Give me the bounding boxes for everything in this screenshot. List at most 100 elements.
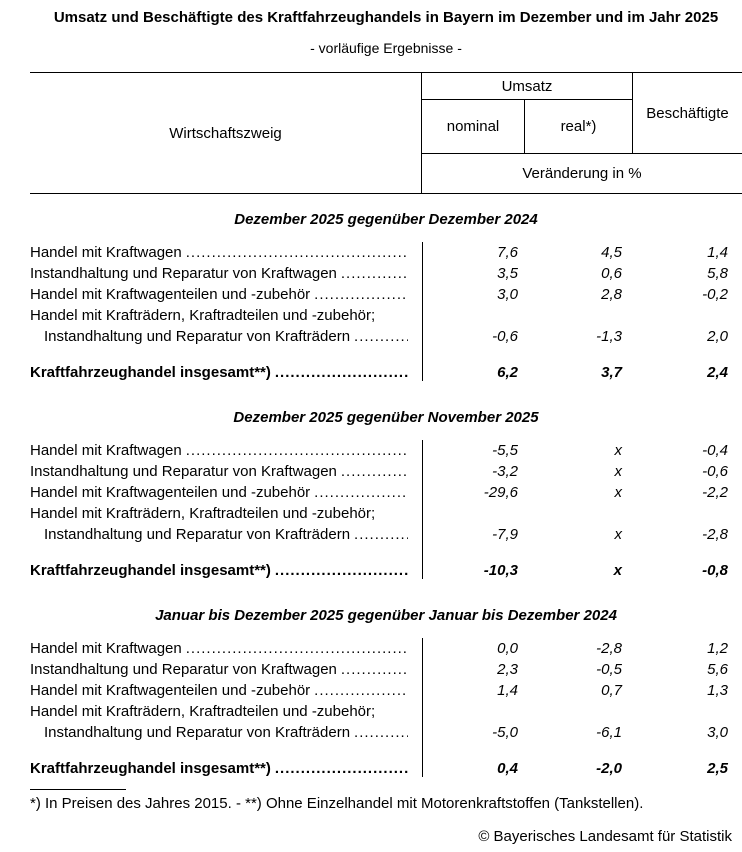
header-top-row: Umsatz nominal real*) Beschäftigte — [422, 73, 742, 153]
row-label-cell: Handel mit Kraftwagenteilen und -zubehör — [30, 482, 422, 503]
value-employees: 3,0 — [707, 724, 728, 741]
table-row: Handel mit Kraftwagen -5,5 x -0,4 — [30, 440, 742, 461]
row-label-cell: Instandhaltung und Reparatur von Kraftwa… — [30, 659, 422, 680]
value-nominal: 3,5 — [497, 265, 518, 282]
row-label: Instandhaltung und Reparatur von Krafträ… — [44, 328, 351, 345]
value-real: 0,6 — [601, 265, 622, 282]
page-subtitle: - vorläufige Ergebnisse - — [310, 40, 462, 56]
value-employees: 1,2 — [707, 640, 728, 657]
header-umsatz-group: Umsatz — [422, 73, 632, 100]
row-label-cell: Handel mit Kraftwagen — [30, 242, 422, 263]
table-total-row: Kraftfahrzeughandel insgesamt**) -10,3 x… — [30, 560, 742, 581]
table-row: Instandhaltung und Reparatur von Kraftwa… — [30, 263, 742, 284]
header-umsatz-block: Umsatz nominal real*) — [422, 73, 633, 153]
value-real: x — [614, 484, 623, 501]
table-row: Instandhaltung und Reparatur von Kraftwa… — [30, 461, 742, 482]
value-nominal: 7,6 — [497, 244, 518, 261]
value-employees: 1,3 — [707, 682, 728, 699]
row-label-cell: Instandhaltung und Reparatur von Krafträ… — [30, 524, 422, 545]
value-real: 3,7 — [601, 364, 622, 381]
value-real: 2,8 — [601, 286, 622, 303]
row-label: Instandhaltung und Reparatur von Krafträ… — [44, 526, 351, 543]
dot-leader — [186, 440, 408, 461]
value-real: x — [614, 442, 623, 459]
header-right: Umsatz nominal real*) Beschäftigte Verän… — [422, 73, 742, 193]
dot-leader — [354, 524, 408, 545]
value-nominal: 6,2 — [497, 364, 518, 381]
row-label-cell: Handel mit Kraftwagenteilen und -zubehör — [30, 680, 422, 701]
header-col-employees: Beschäftigte — [646, 104, 729, 122]
dot-leader — [275, 362, 408, 383]
table-header: Wirtschaftszweig Umsatz nominal real*) B… — [30, 72, 742, 194]
table-row: Handel mit Kraftwagenteilen und -zubehör… — [30, 680, 742, 701]
section-title: Dezember 2025 gegenüber November 2025 — [233, 409, 539, 426]
value-real: -6,1 — [596, 724, 622, 741]
row-label-cell: Instandhaltung und Reparatur von Kraftwa… — [30, 263, 422, 284]
row-label-cell: Kraftfahrzeughandel insgesamt**) — [30, 362, 422, 383]
value-real: -1,3 — [596, 328, 622, 345]
row-label: Instandhaltung und Reparatur von Kraftwa… — [30, 265, 337, 282]
row-label-cell: Handel mit Krafträdern, Kraftradteilen u… — [30, 503, 422, 524]
row-label-cell: Handel mit Kraftwagen — [30, 638, 422, 659]
row-label: Instandhaltung und Reparatur von Kraftwa… — [30, 661, 337, 678]
value-real: x — [614, 526, 623, 543]
row-label-cell: Kraftfahrzeughandel insgesamt**) — [30, 560, 422, 581]
table-row: Handel mit Kraftwagen 0,0 -2,8 1,2 — [30, 638, 742, 659]
value-employees: 1,4 — [707, 244, 728, 261]
row-label: Handel mit Krafträdern, Kraftradteilen u… — [30, 703, 376, 720]
value-real: -0,5 — [596, 661, 622, 678]
dot-leader — [314, 482, 408, 503]
value-employees: 5,6 — [707, 661, 728, 678]
value-nominal: -10,3 — [483, 562, 518, 579]
dot-leader — [275, 758, 408, 779]
row-label: Handel mit Kraftwagenteilen und -zubehör — [30, 682, 311, 699]
value-employees: 2,4 — [707, 364, 728, 381]
row-label: Instandhaltung und Reparatur von Kraftwa… — [30, 463, 337, 480]
table-row: Handel mit Kraftwagenteilen und -zubehör… — [30, 284, 742, 305]
section-title: Januar bis Dezember 2025 gegenüber Janua… — [155, 607, 617, 624]
total-label: Kraftfahrzeughandel insgesamt**) — [30, 364, 271, 381]
dot-leader — [354, 326, 408, 347]
header-unit-row: Veränderung in % — [422, 153, 742, 193]
table-total-row: Kraftfahrzeughandel insgesamt**) 0,4 -2,… — [30, 758, 742, 779]
row-label-cell: Handel mit Kraftwagenteilen und -zubehör — [30, 284, 422, 305]
row-label: Handel mit Kraftwagen — [30, 244, 182, 261]
row-label-cell: Handel mit Krafträdern, Kraftradteilen u… — [30, 305, 422, 326]
copyright-text: © Bayerisches Landesamt für Statistik — [478, 828, 732, 845]
table-total-row: Kraftfahrzeughandel insgesamt**) 6,2 3,7… — [30, 362, 742, 383]
table-row: Instandhaltung und Reparatur von Krafträ… — [30, 326, 742, 347]
value-employees: -0,6 — [702, 463, 728, 480]
value-nominal: -29,6 — [483, 484, 518, 501]
table-row-continuation: Handel mit Krafträdern, Kraftradteilen u… — [30, 503, 742, 524]
row-label-cell: Instandhaltung und Reparatur von Krafträ… — [30, 722, 422, 743]
row-label: Instandhaltung und Reparatur von Krafträ… — [44, 724, 351, 741]
value-employees: -2,8 — [702, 526, 728, 543]
value-employees: -0,4 — [702, 442, 728, 459]
value-nominal: 1,4 — [497, 682, 518, 699]
row-label-cell: Instandhaltung und Reparatur von Kraftwa… — [30, 461, 422, 482]
value-nominal: -3,2 — [492, 463, 518, 480]
dot-leader — [186, 242, 408, 263]
row-label: Handel mit Kraftwagenteilen und -zubehör — [30, 484, 311, 501]
table-row: Handel mit Kraftwagenteilen und -zubehör… — [30, 482, 742, 503]
section-body: Handel mit Kraftwagen -5,5 x -0,4 Instan… — [30, 440, 742, 581]
footnote-text: *) In Preisen des Jahres 2015. - **) Ohn… — [30, 795, 644, 812]
value-nominal: 3,0 — [497, 286, 518, 303]
header-col-real: real*) — [560, 118, 597, 135]
value-real: -2,0 — [596, 760, 622, 777]
value-nominal: -7,9 — [492, 526, 518, 543]
value-nominal: -5,0 — [492, 724, 518, 741]
table-row: Instandhaltung und Reparatur von Krafträ… — [30, 722, 742, 743]
dot-leader — [275, 560, 408, 581]
row-label-cell: Handel mit Krafträdern, Kraftradteilen u… — [30, 701, 422, 722]
dot-leader — [354, 722, 408, 743]
row-label-cell: Handel mit Kraftwagen — [30, 440, 422, 461]
table-row-continuation: Handel mit Krafträdern, Kraftradteilen u… — [30, 701, 742, 722]
value-employees: 2,0 — [707, 328, 728, 345]
table-row: Handel mit Kraftwagen 7,6 4,5 1,4 — [30, 242, 742, 263]
header-col-nominal: nominal — [422, 100, 525, 153]
dot-leader — [341, 659, 408, 680]
page-title: Umsatz und Beschäftigte des Kraftfahrzeu… — [53, 9, 719, 26]
footnote-divider — [30, 789, 126, 790]
row-label: Handel mit Krafträdern, Kraftradteilen u… — [30, 505, 376, 522]
